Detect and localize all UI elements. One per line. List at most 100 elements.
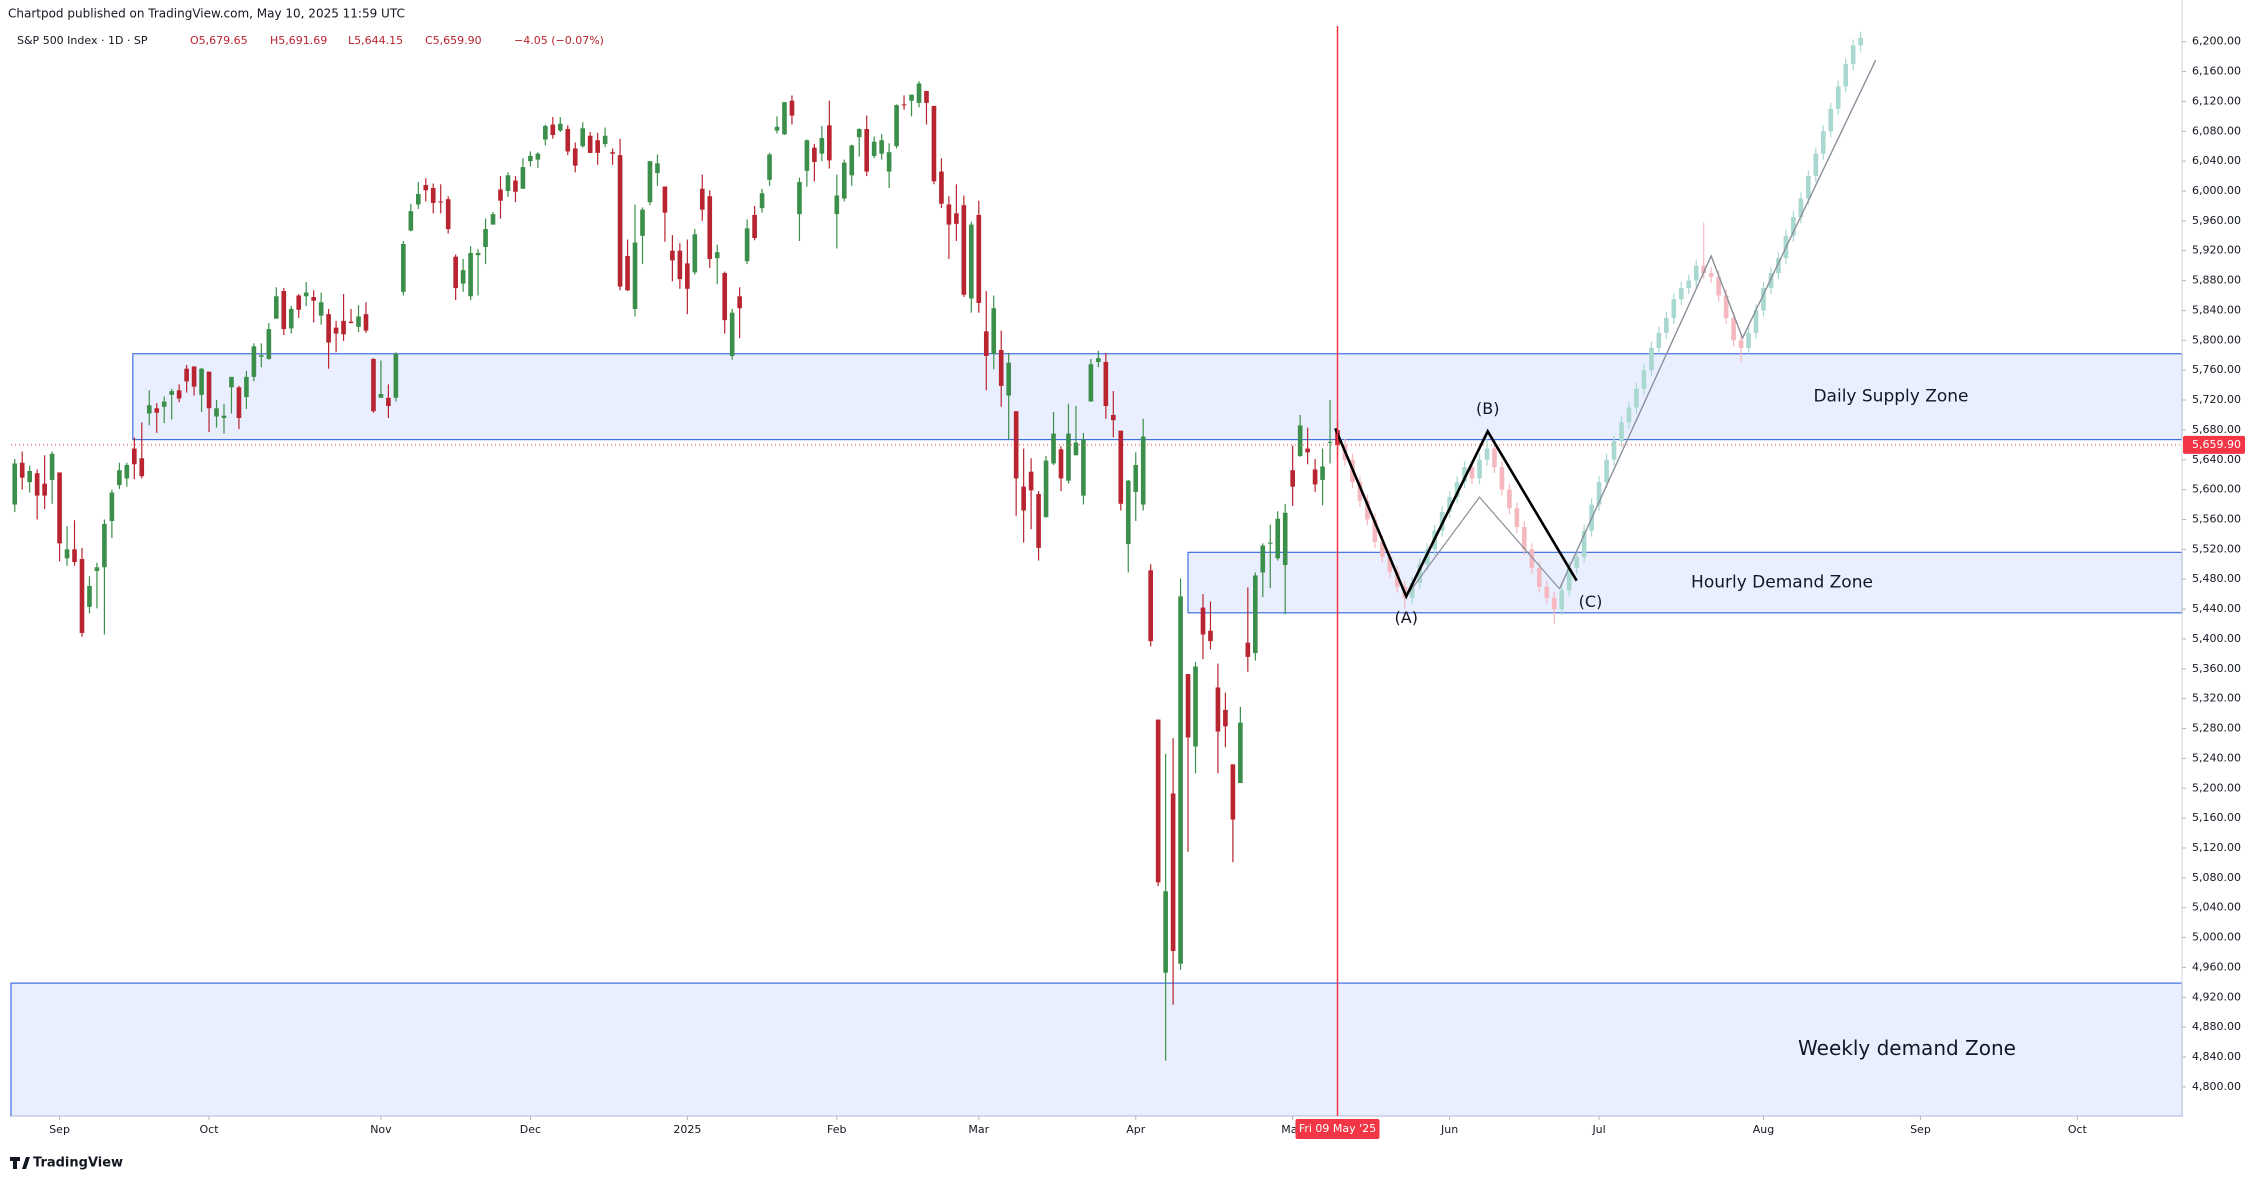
candle-body [1051,433,1056,464]
candle-body [415,193,421,205]
candle-body [1671,299,1677,318]
candle-body [79,559,85,633]
candle-body [229,376,234,388]
candle-body [1088,364,1094,402]
candle-body [969,224,974,299]
candle-body [1223,709,1228,727]
zone-label: Weekly demand Zone [1798,1036,2016,1060]
candle-body [916,83,922,103]
candle-body [991,308,997,354]
candle-body [124,464,130,479]
candle-body [1686,280,1692,289]
candle-body [1723,295,1729,318]
candle-body [737,296,742,309]
y-tick-label: 6,000.00 [2192,184,2241,197]
ohlc-high: H5,691.69 [270,34,327,47]
candle-body [266,329,272,359]
y-tick-label: 5,560.00 [2192,512,2241,525]
y-tick-label: 6,080.00 [2192,124,2241,137]
candle-body [1365,500,1370,520]
candle-body [1551,597,1557,610]
projection-path [1558,60,1877,590]
candle-body [1574,556,1579,569]
candle-body [1768,273,1774,289]
candle-body [1021,486,1026,511]
candle-body [1858,37,1863,46]
candle-body [871,141,877,156]
candle-body [587,135,593,153]
candle-body [1566,568,1572,591]
candle-body [460,270,466,284]
candle-body [856,129,862,138]
candle-body [64,549,70,559]
candle-body [602,135,608,144]
candle-body [326,314,331,343]
candle-body [1798,198,1804,218]
candle-body [580,128,586,147]
symbol: S&P 500 Index · 1D · SP [17,34,148,47]
y-tick-label: 5,640.00 [2192,453,2241,466]
y-tick-label: 5,960.00 [2192,214,2241,227]
y-tick-label: 5,520.00 [2192,542,2241,555]
x-tick-label: Aug [1753,1123,1774,1136]
candle-body [565,129,571,152]
candle-body [1447,497,1452,513]
candle-body [797,182,802,215]
candle-body [251,346,257,377]
candle-body [1611,441,1617,460]
candle-body [535,153,541,160]
candle-body [154,408,160,413]
candle-body [281,291,287,330]
y-tick-label: 4,840.00 [2192,1050,2241,1063]
y-tick-label: 5,120.00 [2192,841,2241,854]
candle-body [498,189,503,201]
candle-body [483,229,488,247]
candle-body [894,105,899,147]
candle-body [1619,422,1624,442]
candle-body [19,462,25,478]
y-tick-label: 5,880.00 [2192,274,2241,287]
candle-body [1507,489,1512,509]
candle-body [1514,508,1520,527]
candle-body [1066,433,1071,481]
y-tick-label: 5,760.00 [2192,363,2241,376]
candle-body [34,473,40,496]
candle-body [117,470,122,486]
y-tick-label: 5,600.00 [2192,483,2241,496]
candle-body [1372,519,1378,542]
candle-body [1649,347,1654,371]
candle-body [1604,459,1609,483]
candle-body [662,186,668,213]
candle-body [625,255,630,291]
y-tick-label: 5,480.00 [2192,572,2241,585]
y-tick-label: 5,680.00 [2192,423,2241,436]
candle-body [1178,596,1183,964]
y-tick-label: 5,840.00 [2192,303,2241,316]
candle-body [1290,470,1295,487]
candle-body [1163,891,1168,973]
candle-body [1275,518,1281,559]
candle-body [1813,153,1819,177]
candle-body [998,350,1004,386]
candle-body [879,140,884,154]
candle-body [1305,448,1310,453]
candle-body [1835,86,1841,109]
candle-body [1357,482,1363,501]
candle-body [543,126,548,140]
y-tick-label: 4,960.00 [2192,960,2241,973]
x-tick-label: Jul [1591,1123,1605,1136]
candle-body [931,105,937,182]
candle-body [490,214,496,225]
candle-body [109,492,115,521]
candle-body [1252,575,1258,654]
candle-body [1529,549,1535,569]
candle-body [617,155,623,287]
y-tick-label: 5,200.00 [2192,781,2241,794]
candle-body [1806,176,1811,199]
candle-body [1267,542,1273,544]
candle-body [1230,764,1236,820]
candle-body [1708,273,1714,277]
candle-body [520,167,526,189]
zone [132,353,2183,441]
